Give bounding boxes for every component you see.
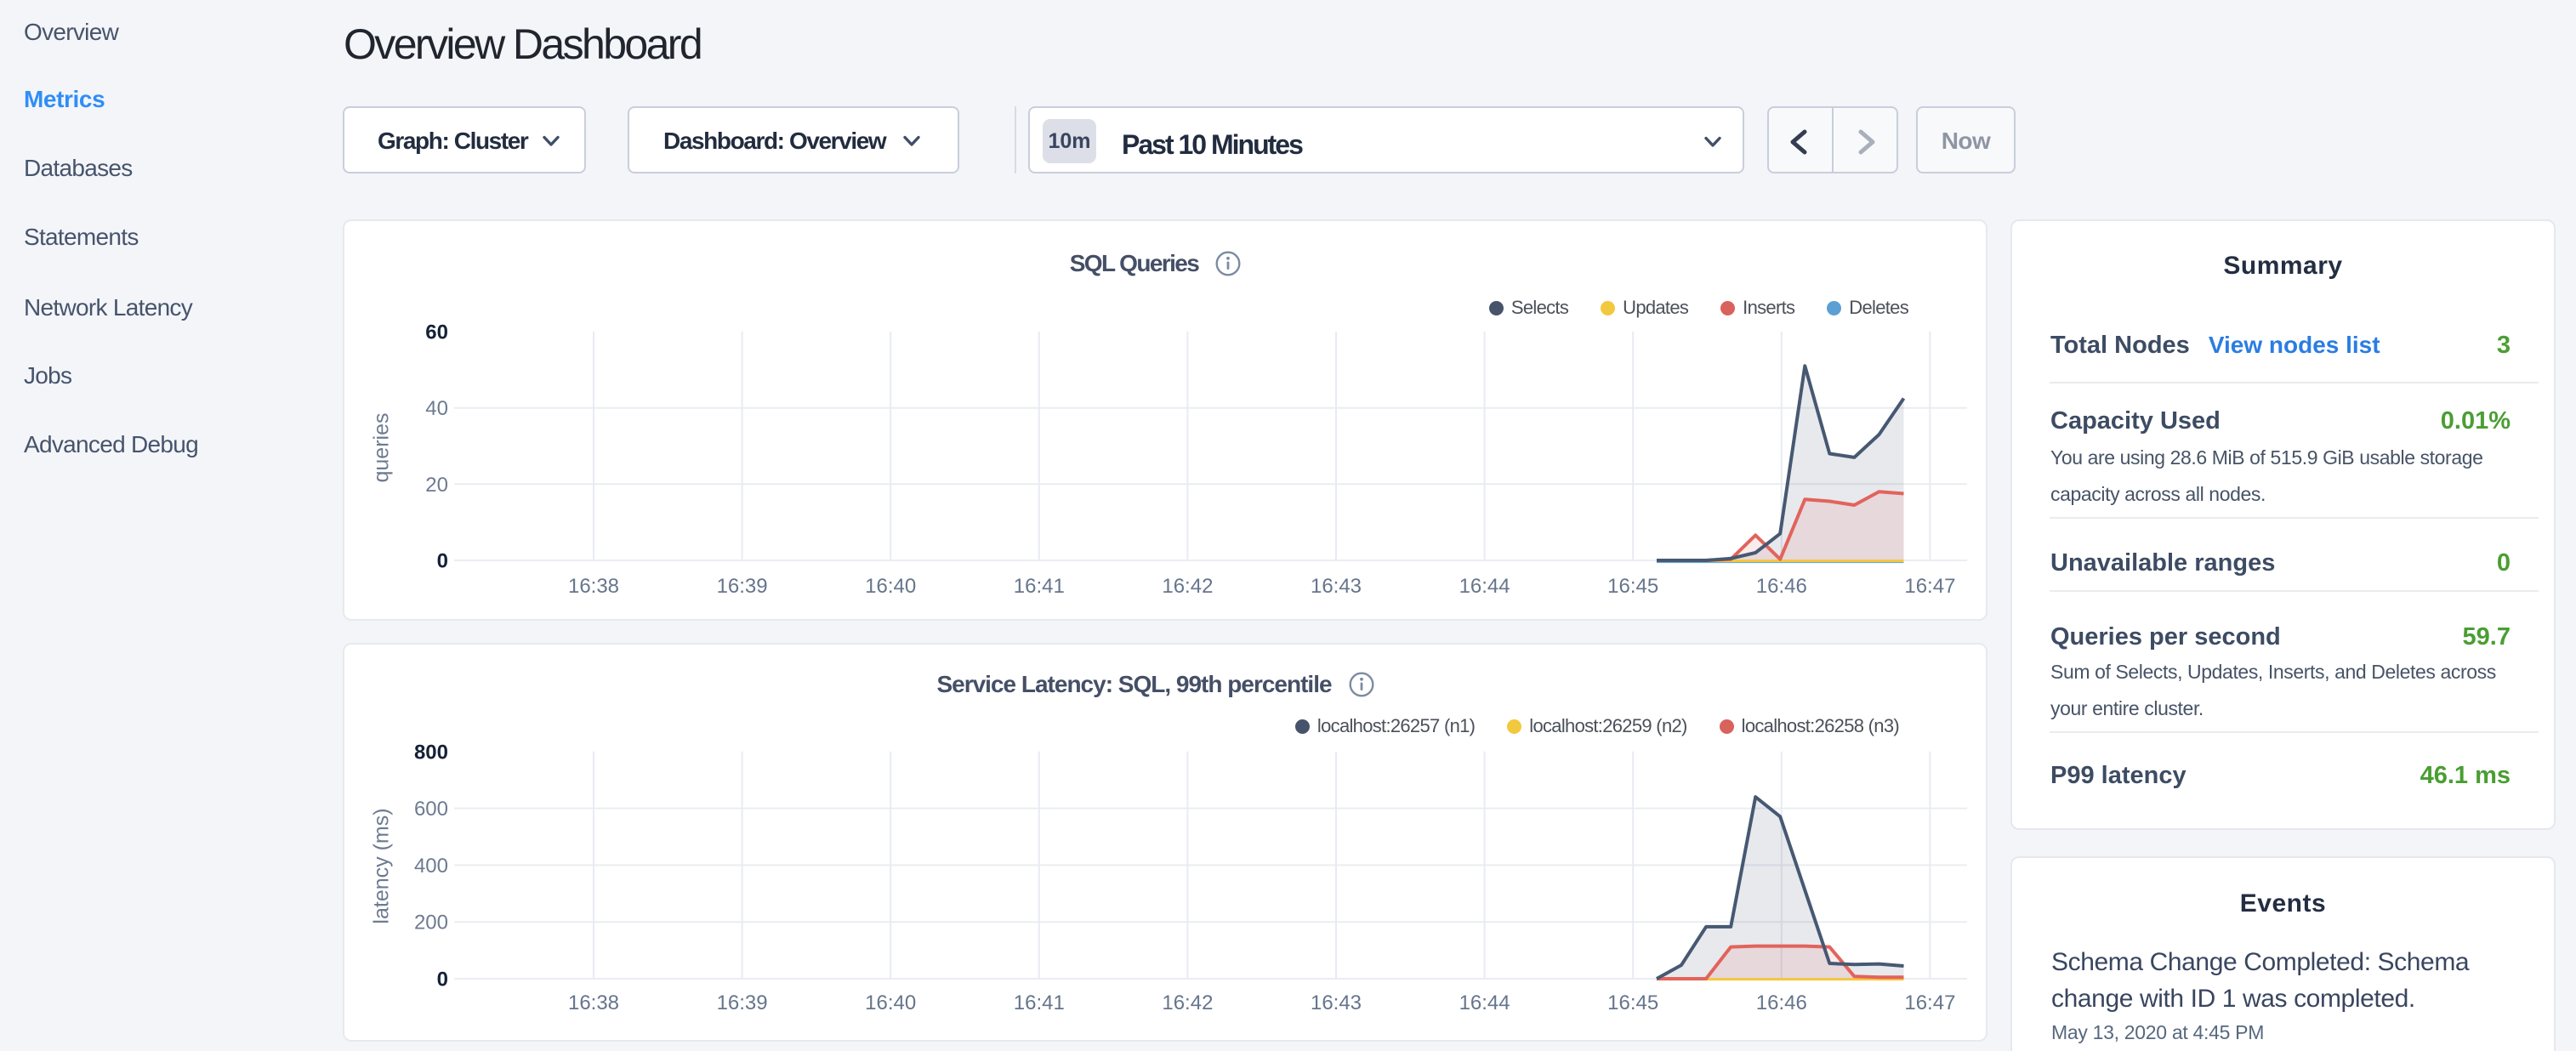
svg-text:16:40: 16:40 (865, 991, 916, 1014)
svg-text:16:44: 16:44 (1459, 991, 1510, 1014)
svg-text:400: 400 (414, 855, 448, 878)
svg-text:16:41: 16:41 (1014, 991, 1065, 1014)
svg-text:200: 200 (414, 912, 448, 935)
svg-text:60: 60 (425, 321, 448, 344)
svg-text:16:39: 16:39 (717, 575, 768, 598)
svg-text:0: 0 (437, 969, 448, 991)
svg-text:20: 20 (425, 474, 448, 497)
svg-text:40: 40 (425, 397, 448, 420)
svg-text:16:47: 16:47 (1904, 575, 1955, 598)
svg-text:16:39: 16:39 (717, 991, 768, 1014)
svg-text:800: 800 (414, 741, 448, 764)
svg-text:16:42: 16:42 (1162, 991, 1213, 1014)
svg-text:16:41: 16:41 (1014, 575, 1065, 598)
svg-text:0: 0 (437, 550, 448, 573)
svg-text:16:42: 16:42 (1162, 575, 1213, 598)
svg-text:16:45: 16:45 (1607, 575, 1658, 598)
svg-text:16:40: 16:40 (865, 575, 916, 598)
svg-text:600: 600 (414, 798, 448, 821)
svg-text:16:46: 16:46 (1756, 575, 1807, 598)
svg-text:16:38: 16:38 (568, 575, 619, 598)
svg-text:16:43: 16:43 (1311, 575, 1362, 598)
svg-text:16:43: 16:43 (1311, 991, 1362, 1014)
svg-text:16:38: 16:38 (568, 991, 619, 1014)
svg-text:16:45: 16:45 (1607, 991, 1658, 1014)
svg-text:16:46: 16:46 (1756, 991, 1807, 1014)
svg-text:16:44: 16:44 (1459, 575, 1510, 598)
svg-text:16:47: 16:47 (1904, 991, 1955, 1014)
